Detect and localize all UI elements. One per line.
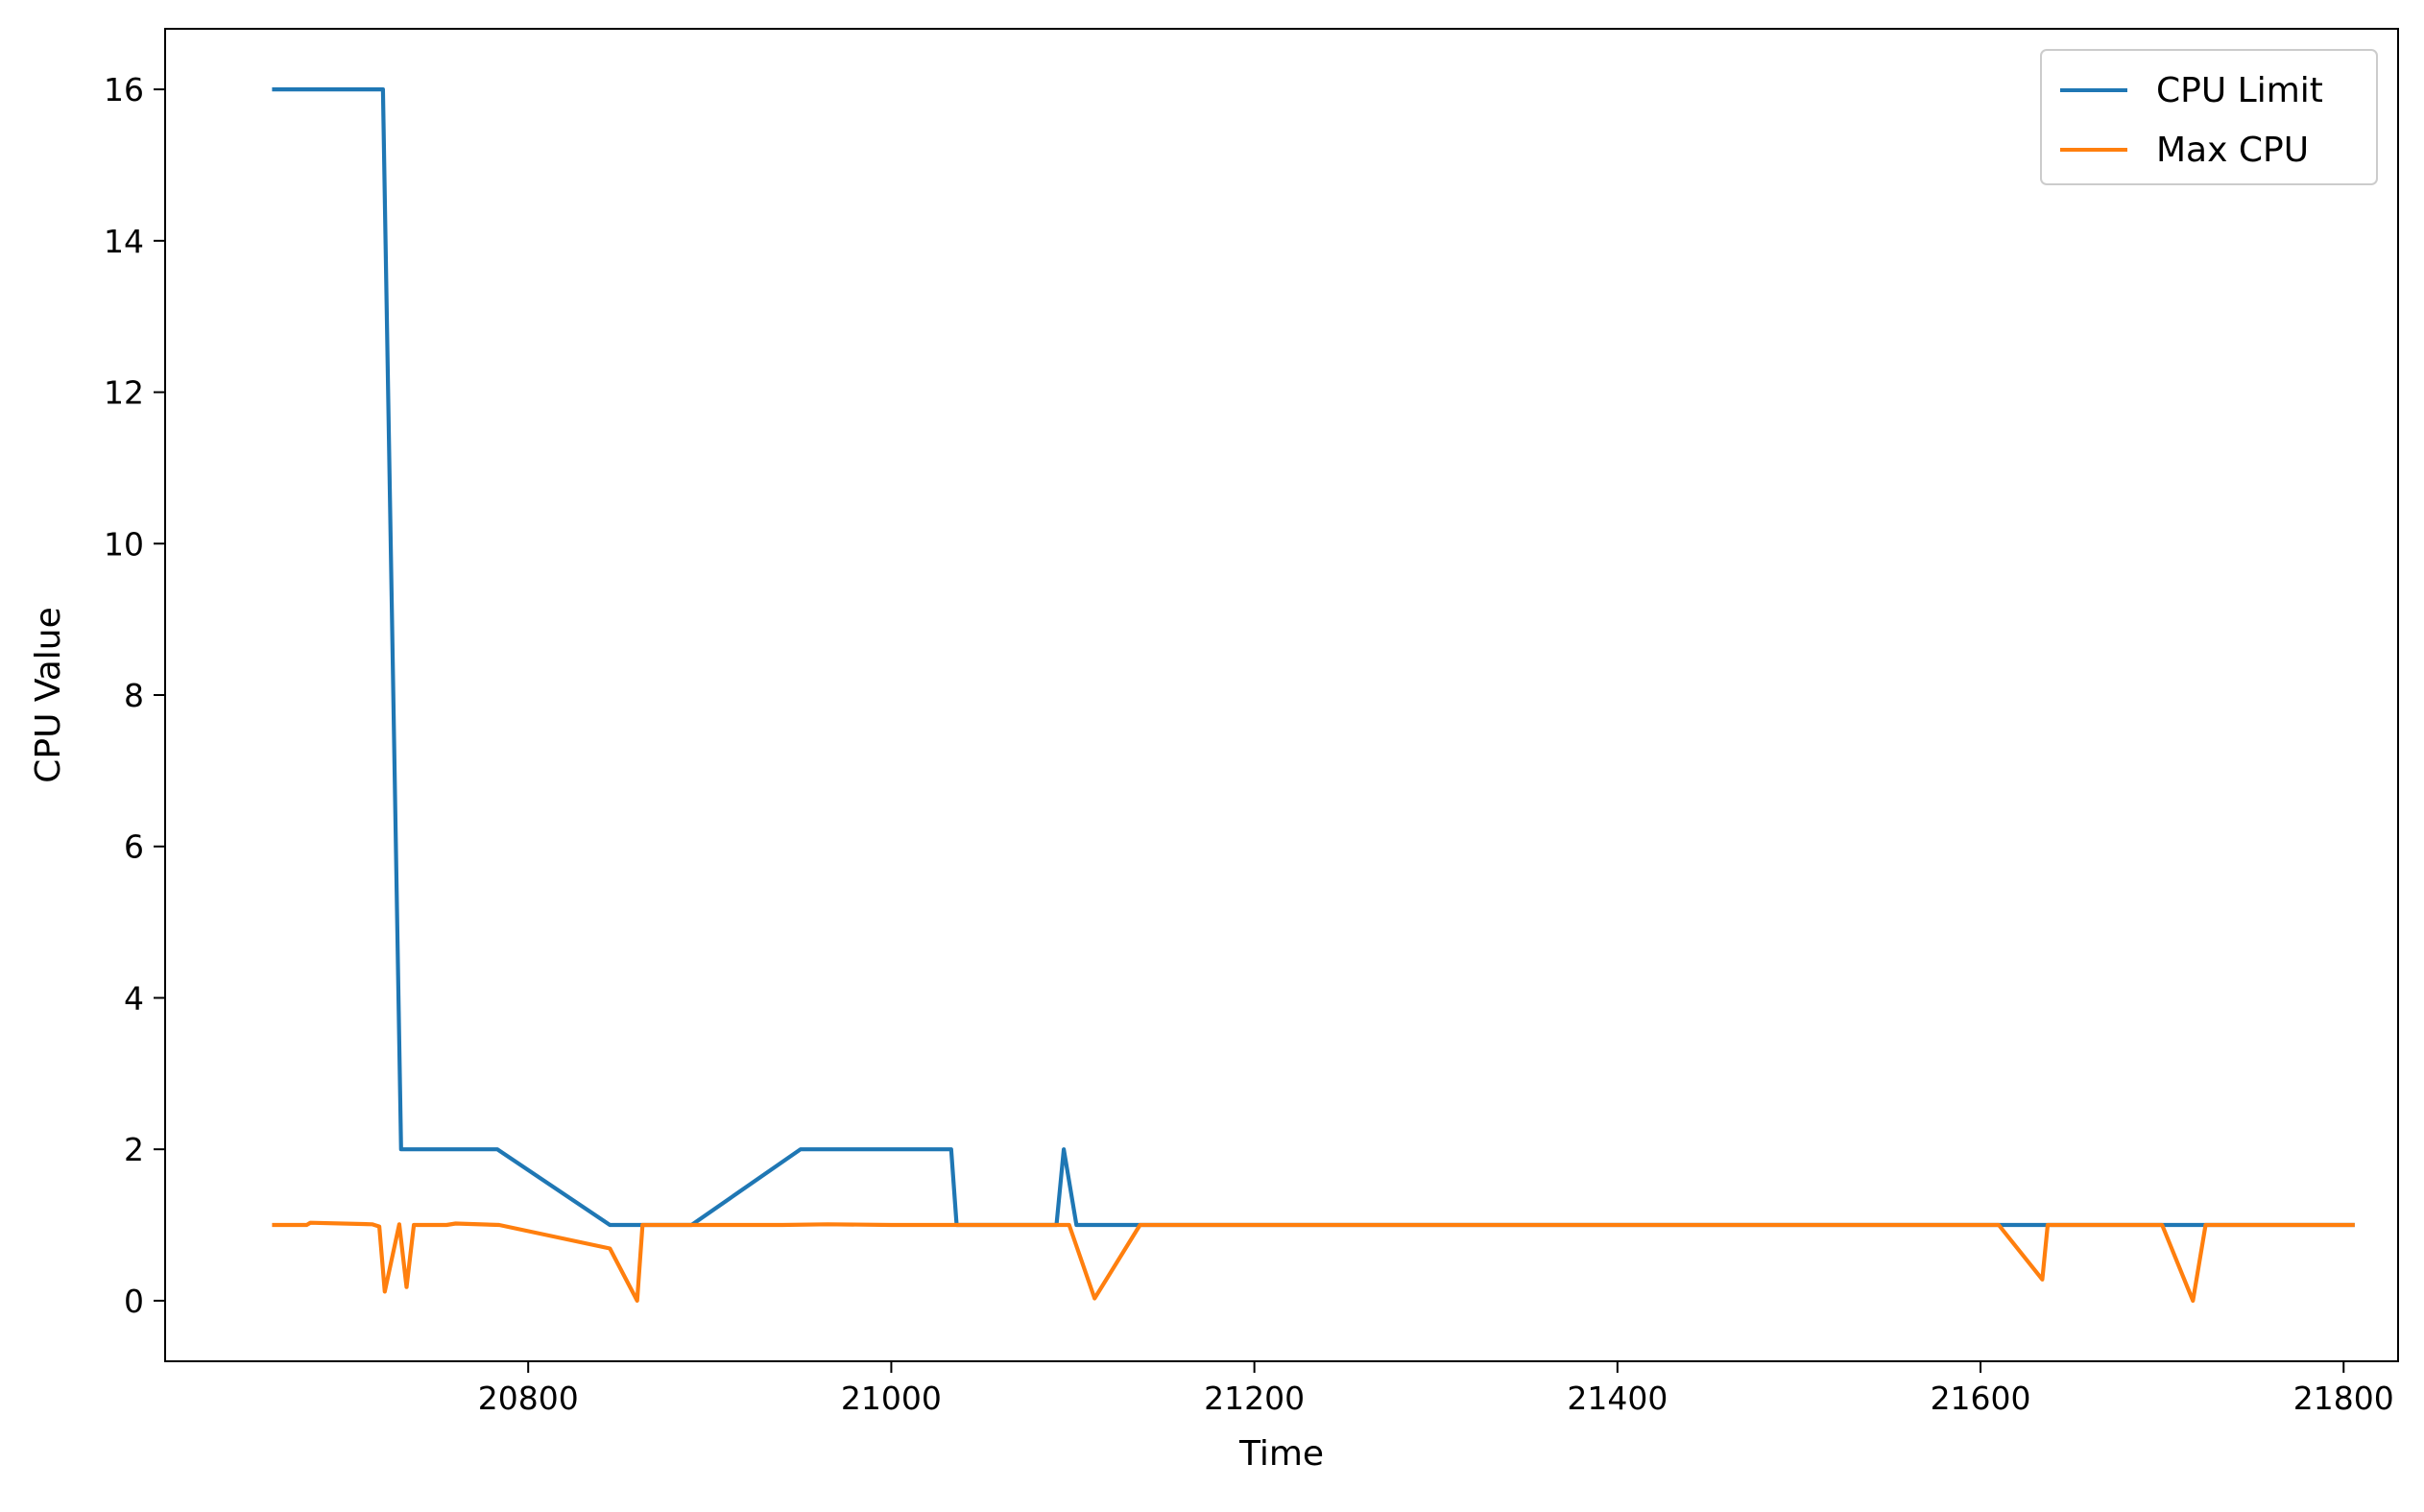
y-axis: 0 2 4 6 8 10 12 14 16 — [104, 71, 165, 1320]
y-tick-label: 0 — [124, 1283, 144, 1320]
y-tick-label: 12 — [104, 374, 144, 412]
legend-label-max-cpu: Max CPU — [2156, 131, 2309, 170]
y-tick-label: 16 — [104, 71, 144, 108]
x-tick-label: 21200 — [1204, 1380, 1305, 1417]
series-layer — [272, 86, 2355, 1304]
x-tick-label: 20800 — [478, 1380, 579, 1417]
y-tick-label: 10 — [104, 525, 144, 563]
x-tick-label: 21800 — [2293, 1380, 2394, 1417]
y-tick-label: 14 — [104, 223, 144, 260]
y-tick-label: 6 — [124, 828, 144, 866]
series-line-max-cpu — [272, 1220, 2355, 1304]
y-tick-label: 4 — [124, 979, 144, 1017]
x-tick-label: 21600 — [1931, 1380, 2031, 1417]
x-tick-label: 21000 — [841, 1380, 942, 1417]
legend: CPU Limit Max CPU — [2040, 49, 2378, 185]
y-tick-label: 2 — [124, 1131, 144, 1168]
x-axis-label: Time — [1238, 1434, 1324, 1474]
legend-label-cpu-limit: CPU Limit — [2156, 71, 2323, 110]
x-tick-label: 21400 — [1567, 1380, 1668, 1417]
y-axis-label: CPU Value — [29, 607, 68, 783]
y-tick-label: 8 — [124, 677, 144, 714]
x-axis: 20800 21000 21200 21400 21600 21800 — [478, 1361, 2394, 1417]
